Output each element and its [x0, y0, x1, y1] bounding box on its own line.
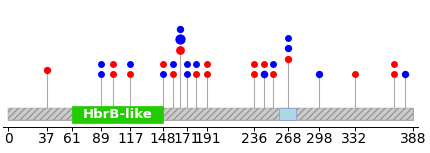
- Point: [251, 73, 258, 75]
- Point: [43, 69, 50, 72]
- Point: [270, 73, 276, 75]
- Point: [193, 73, 200, 75]
- Point: [284, 37, 291, 39]
- Point: [177, 48, 184, 51]
- Point: [159, 73, 166, 75]
- Point: [98, 73, 104, 75]
- Point: [204, 73, 211, 75]
- Bar: [8, 108, 413, 120]
- Bar: [8, 108, 72, 120]
- Point: [127, 62, 134, 65]
- Point: [391, 73, 398, 75]
- Point: [270, 62, 276, 65]
- Point: [351, 73, 358, 75]
- Point: [204, 62, 211, 65]
- Point: [401, 73, 408, 75]
- Point: [177, 38, 184, 40]
- Text: HbrB-like: HbrB-like: [82, 108, 152, 121]
- Point: [260, 73, 267, 75]
- Point: [183, 73, 190, 75]
- Point: [98, 62, 104, 65]
- Point: [193, 62, 200, 65]
- Point: [177, 27, 184, 30]
- Point: [251, 62, 258, 65]
- Bar: [163, 108, 413, 120]
- Point: [391, 62, 398, 65]
- Point: [183, 62, 190, 65]
- Point: [260, 62, 267, 65]
- Bar: [280, 108, 296, 120]
- Point: [284, 57, 291, 60]
- Point: [169, 62, 176, 65]
- Point: [284, 47, 291, 49]
- Point: [316, 73, 322, 75]
- Bar: [72, 106, 163, 123]
- Point: [109, 73, 116, 75]
- Point: [109, 62, 116, 65]
- Point: [169, 73, 176, 75]
- Point: [127, 73, 134, 75]
- Point: [159, 62, 166, 65]
